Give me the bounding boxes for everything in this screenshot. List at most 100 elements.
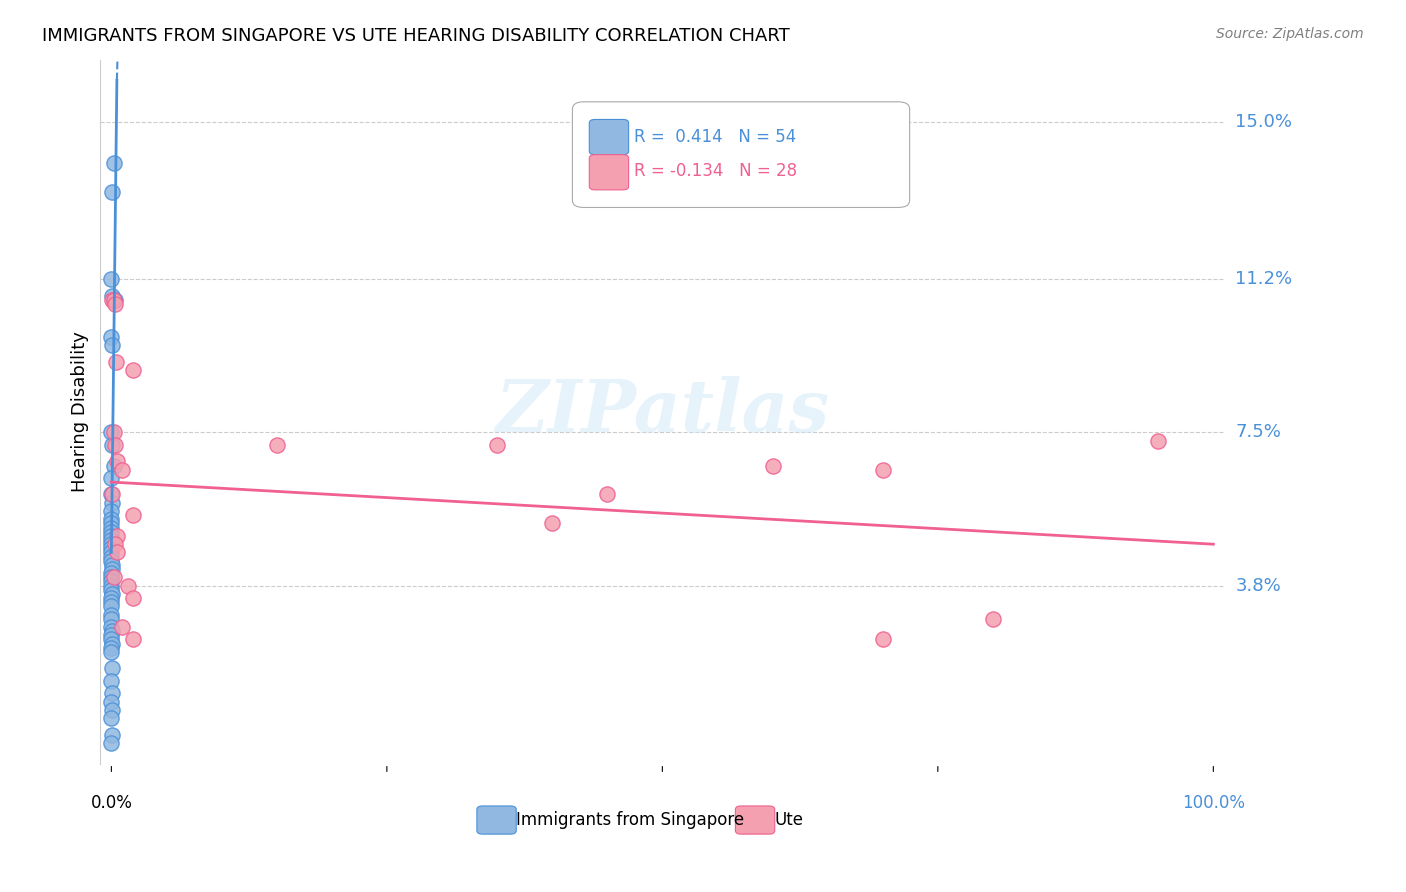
Point	[101, 562, 124, 576]
Point	[111, 620, 134, 634]
Point	[100, 628, 122, 642]
Point	[100, 566, 122, 581]
Point	[100, 612, 122, 626]
Point	[100, 632, 122, 647]
Point	[105, 454, 128, 468]
FancyBboxPatch shape	[589, 120, 628, 154]
Point	[100, 579, 122, 593]
Point	[100, 512, 122, 526]
Point	[100, 425, 122, 440]
Point	[101, 637, 124, 651]
Point	[100, 595, 122, 609]
Point	[104, 297, 127, 311]
Point	[100, 736, 122, 750]
Point	[100, 533, 122, 547]
Point	[100, 524, 122, 539]
Point	[122, 363, 145, 377]
Text: 15.0%: 15.0%	[1236, 112, 1292, 131]
Point	[100, 504, 122, 518]
Point	[101, 624, 124, 639]
Point	[101, 438, 124, 452]
Text: R = -0.134   N = 28: R = -0.134 N = 28	[634, 161, 797, 180]
Point	[100, 607, 122, 622]
Point	[100, 554, 122, 568]
Point	[105, 529, 128, 543]
Point	[872, 632, 894, 647]
FancyBboxPatch shape	[589, 154, 628, 190]
FancyBboxPatch shape	[477, 806, 516, 834]
Text: 3.8%: 3.8%	[1236, 576, 1281, 595]
Point	[101, 661, 124, 675]
Point	[100, 487, 122, 501]
Point	[111, 463, 134, 477]
Text: 100.0%: 100.0%	[1182, 794, 1244, 813]
Point	[103, 425, 125, 440]
Point	[981, 612, 1004, 626]
Text: 0.0%: 0.0%	[90, 794, 132, 813]
FancyBboxPatch shape	[735, 806, 775, 834]
Point	[103, 156, 125, 170]
Point	[100, 620, 122, 634]
Y-axis label: Hearing Disability: Hearing Disability	[72, 331, 89, 492]
Point	[103, 570, 125, 584]
Point	[104, 293, 127, 307]
Point	[101, 293, 124, 307]
Point	[101, 185, 124, 199]
Point	[122, 632, 145, 647]
Point	[100, 711, 122, 725]
Point	[100, 549, 122, 564]
Point	[541, 516, 564, 531]
Text: Ute: Ute	[775, 811, 804, 829]
Point	[101, 728, 124, 742]
Point	[100, 521, 122, 535]
Point	[100, 640, 122, 655]
Point	[122, 508, 145, 523]
Text: 11.2%: 11.2%	[1236, 270, 1292, 288]
Point	[101, 703, 124, 717]
Point	[100, 673, 122, 688]
Text: Source: ZipAtlas.com: Source: ZipAtlas.com	[1216, 27, 1364, 41]
Point	[100, 516, 122, 531]
Point	[100, 541, 122, 556]
Point	[103, 293, 125, 307]
Point	[596, 487, 619, 501]
Point	[266, 438, 288, 452]
Point	[101, 496, 124, 510]
Point	[101, 338, 124, 352]
Point	[101, 288, 124, 302]
Point	[100, 695, 122, 709]
FancyBboxPatch shape	[572, 102, 910, 208]
Point	[100, 599, 122, 614]
Point	[105, 545, 128, 559]
Point	[101, 686, 124, 700]
Point	[103, 458, 125, 473]
Text: ZIPatlas: ZIPatlas	[495, 376, 830, 447]
Point	[100, 330, 122, 344]
Point	[1147, 434, 1170, 448]
Point	[100, 537, 122, 551]
Point	[100, 574, 122, 589]
Point	[486, 438, 509, 452]
Point	[100, 582, 122, 597]
Point	[101, 587, 124, 601]
Point	[101, 487, 124, 501]
Point	[101, 558, 124, 572]
Point	[100, 471, 122, 485]
Point	[100, 645, 122, 659]
Text: IMMIGRANTS FROM SINGAPORE VS UTE HEARING DISABILITY CORRELATION CHART: IMMIGRANTS FROM SINGAPORE VS UTE HEARING…	[42, 27, 790, 45]
Point	[104, 438, 127, 452]
Point	[100, 272, 122, 286]
Point	[104, 355, 127, 369]
Point	[100, 591, 122, 605]
Text: 7.5%: 7.5%	[1236, 424, 1281, 442]
Point	[122, 591, 145, 605]
Point	[100, 529, 122, 543]
Point	[761, 458, 783, 473]
Point	[104, 537, 127, 551]
Point	[103, 293, 125, 307]
Text: Immigrants from Singapore: Immigrants from Singapore	[516, 811, 744, 829]
Point	[100, 545, 122, 559]
Text: R =  0.414   N = 54: R = 0.414 N = 54	[634, 128, 796, 146]
Point	[100, 570, 122, 584]
Point	[872, 463, 894, 477]
